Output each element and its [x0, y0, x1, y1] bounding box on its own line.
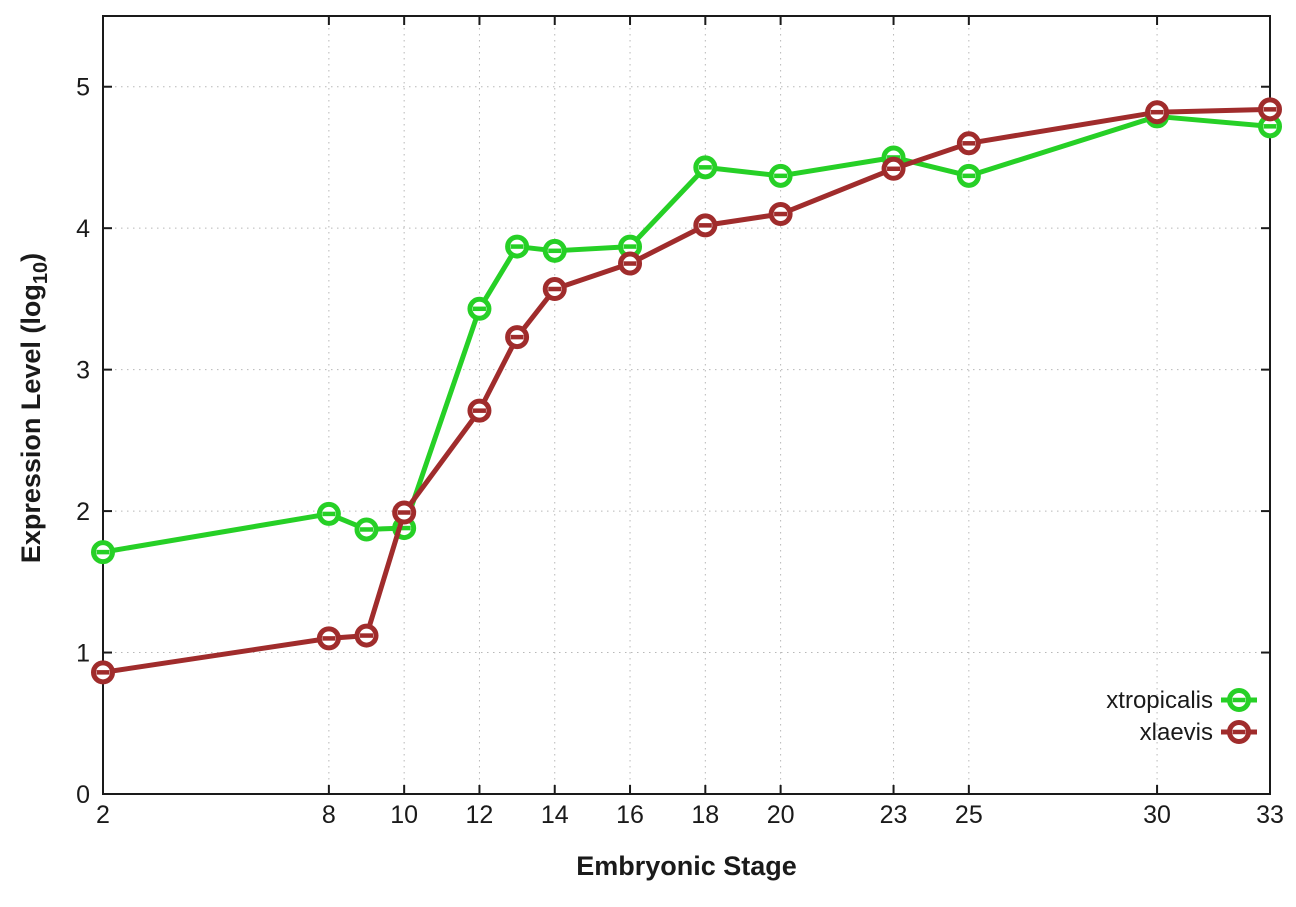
y-tick-label: 0 [76, 781, 90, 809]
series-xtropicalis [91, 104, 1282, 565]
legend-item-xtropicalis: xtropicalis [1106, 687, 1257, 714]
legend-label-xtropicalis: xtropicalis [1106, 687, 1213, 714]
data-point-marker [956, 163, 981, 188]
plot-border [102, 15, 1271, 795]
series-xlaevis [91, 97, 1282, 685]
data-point-marker [1258, 114, 1282, 139]
x-tick-label: 30 [1143, 801, 1171, 829]
y-tick-label: 1 [76, 640, 90, 668]
legend-item-xlaevis: xlaevis [1140, 719, 1257, 746]
series-line-xlaevis [100, 106, 1273, 675]
data-point-marker [693, 213, 718, 238]
data-point-marker [91, 540, 115, 565]
x-axis-title: Embryonic Stage [576, 851, 797, 881]
data-point-marker [1145, 100, 1170, 125]
y-tick-label: 5 [76, 74, 90, 102]
data-point-marker [618, 234, 643, 259]
data-point-marker [316, 626, 341, 651]
data-point-marker [354, 517, 379, 542]
data-point-marker [316, 501, 341, 526]
data-point-marker [542, 277, 567, 302]
tick-marks [102, 16, 1271, 795]
x-tick-label: 10 [390, 801, 418, 829]
data-point-marker [542, 238, 567, 263]
data-point-marker [693, 155, 718, 180]
y-tick-label: 4 [76, 215, 90, 243]
data-point-marker [768, 163, 793, 188]
y-tick-label: 2 [76, 498, 90, 526]
gridlines [103, 16, 1270, 794]
x-tick-label: 25 [955, 801, 983, 829]
data-point-marker [392, 500, 417, 525]
x-tick-label: 12 [466, 801, 494, 829]
y-axis-title: Expression Level (log10) [16, 253, 52, 563]
data-point-marker [505, 234, 530, 259]
data-point-marker [467, 296, 492, 321]
x-tick-label: 16 [616, 801, 644, 829]
legend-label-xlaevis: xlaevis [1140, 719, 1213, 746]
x-tick-label: 14 [541, 801, 569, 829]
data-point-marker [91, 660, 115, 685]
data-point-marker [618, 251, 643, 276]
data-point-marker [467, 398, 492, 423]
x-tick-label: 23 [880, 801, 908, 829]
data-point-marker [956, 131, 981, 156]
x-tick-label: 18 [691, 801, 719, 829]
data-point-marker [1258, 97, 1282, 122]
legend: xtropicalis xlaevis [1106, 687, 1257, 746]
x-tick-label: 2 [96, 801, 110, 829]
data-point-marker [354, 623, 379, 648]
x-tick-label: 33 [1256, 801, 1284, 829]
data-point-marker [881, 156, 906, 181]
data-point-marker [505, 325, 530, 350]
x-tick-label: 8 [322, 801, 336, 829]
series-line-xtropicalis [100, 113, 1273, 555]
data-point-marker [768, 202, 793, 227]
y-tick-label: 3 [76, 357, 90, 385]
x-tick-label: 20 [767, 801, 795, 829]
